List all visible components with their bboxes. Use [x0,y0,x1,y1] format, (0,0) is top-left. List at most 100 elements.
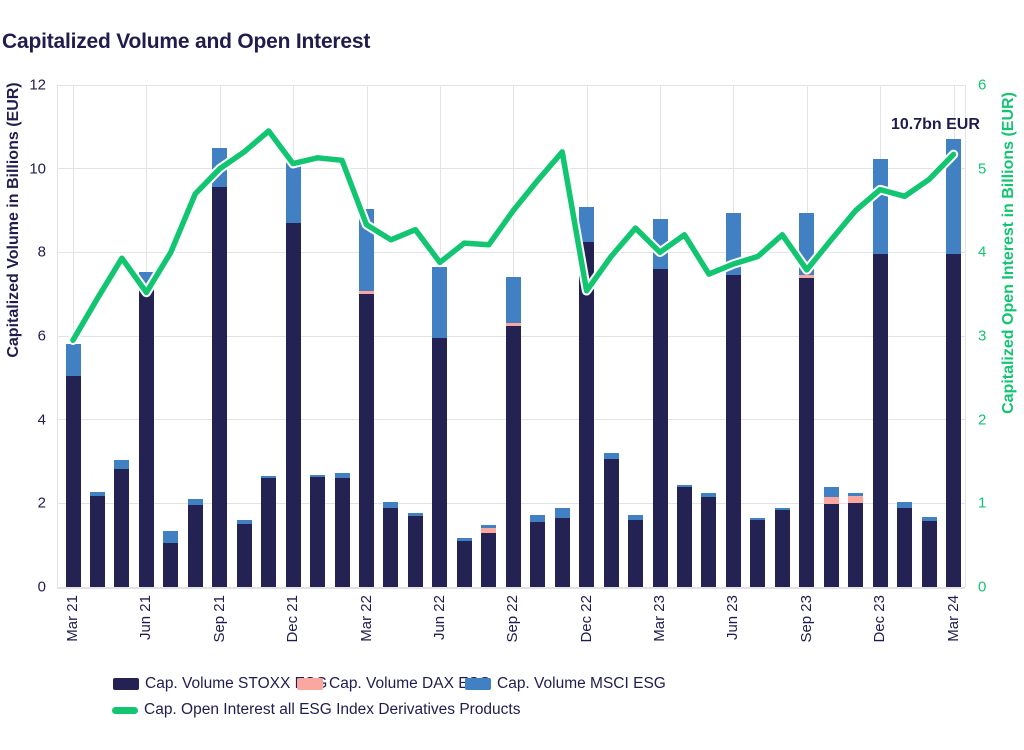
x-axis-tick-label: Sep 23 [797,595,815,643]
x-axis-tick-label: Mar 22 [357,595,375,642]
bar-segment-stoxx[interactable] [946,254,961,587]
bar-segment-dax[interactable] [359,290,374,295]
bar-segment-dax[interactable] [799,275,815,279]
bar-segment-msci[interactable] [236,520,252,525]
bar-segment-stoxx[interactable] [530,522,546,587]
bar-segment-stoxx[interactable] [236,524,252,587]
bar-segment-dax[interactable] [505,322,521,326]
bar-segment-msci[interactable] [652,218,668,270]
h-gridline [57,251,965,253]
bar-segment-msci[interactable] [579,207,595,242]
bar-segment-dax[interactable] [848,496,864,504]
bar-segment-msci[interactable] [799,212,815,276]
bar-segment-stoxx[interactable] [725,275,741,587]
bar-segment-msci[interactable] [774,507,790,510]
bar-segment-msci[interactable] [187,499,203,506]
bar-segment-stoxx[interactable] [799,278,815,587]
bar-segment-msci[interactable] [676,484,692,487]
bar-segment-stoxx[interactable] [456,540,472,587]
legend-item-stoxx[interactable]: Cap. Volume STOXX ESG [113,675,327,693]
bar-segment-stoxx[interactable] [285,223,301,587]
bar-segment-stoxx[interactable] [848,503,864,587]
bar-segment-msci[interactable] [285,158,301,224]
bar-segment-msci[interactable] [725,212,741,276]
h-gridline [57,586,965,589]
bar-segment-stoxx[interactable] [872,254,888,587]
bar-segment-stoxx[interactable] [310,477,326,587]
legend-item-open_interest[interactable]: Cap. Open Interest all ESG Index Derivat… [112,701,520,719]
bar-segment-stoxx[interactable] [212,187,228,587]
bar-segment-stoxx[interactable] [554,517,570,587]
x-axis-tick-label: Sep 21 [210,595,228,643]
bar-segment-msci[interactable] [946,139,961,255]
bar-segment-stoxx[interactable] [65,375,81,587]
left-axis-tick: 10 [29,160,46,178]
left-axis-tick: 12 [29,76,46,94]
bar-segment-stoxx[interactable] [579,241,595,587]
bar-segment-msci[interactable] [481,524,497,528]
bar-segment-msci[interactable] [701,492,717,498]
bar-segment-msci[interactable] [261,476,277,479]
legend-swatch-msci [465,678,491,690]
bar-segment-msci[interactable] [554,507,570,518]
right-axis-tick: 4 [978,243,987,261]
bar-segment-msci[interactable] [628,514,644,521]
bar-segment-stoxx[interactable] [750,520,766,587]
bar-segment-stoxx[interactable] [334,478,350,587]
bar-segment-msci[interactable] [138,272,154,290]
bar-segment-stoxx[interactable] [603,459,619,587]
bar-segment-msci[interactable] [163,531,179,544]
bar-segment-msci[interactable] [334,473,350,479]
bar-segment-msci[interactable] [603,453,619,460]
bar-segment-stoxx[interactable] [187,505,203,587]
bar-segment-stoxx[interactable] [163,543,179,587]
bar-segment-stoxx[interactable] [505,325,521,587]
bar-segment-stoxx[interactable] [261,478,277,587]
bar-segment-msci[interactable] [65,344,81,376]
bar-segment-stoxx[interactable] [383,508,399,587]
bar-segment-stoxx[interactable] [652,269,668,587]
bar-segment-msci[interactable] [921,517,937,522]
bar-segment-msci[interactable] [823,487,839,498]
legend-label: Cap. Open Interest all ESG Index Derivat… [144,701,521,718]
bar-segment-msci[interactable] [750,518,766,521]
bar-segment-stoxx[interactable] [676,486,692,587]
bar-segment-stoxx[interactable] [897,507,913,587]
bar-segment-stoxx[interactable] [921,521,937,587]
bar-segment-stoxx[interactable] [359,294,374,587]
bar-segment-stoxx[interactable] [481,532,497,587]
bar-segment-msci[interactable] [897,502,913,508]
bar-segment-msci[interactable] [89,492,105,497]
x-axis-tick-label: Mar 21 [64,595,81,642]
bar-segment-msci[interactable] [310,475,326,478]
legend-item-dax[interactable]: Cap. Volume DAX ESG [297,675,491,693]
bar-segment-msci[interactable] [872,159,888,255]
right-axis-tick: 0 [978,578,987,596]
bar-segment-msci[interactable] [383,501,399,509]
bar-segment-stoxx[interactable] [114,469,130,587]
bar-segment-stoxx[interactable] [628,520,644,587]
bar-segment-msci[interactable] [114,459,130,470]
bar-segment-msci[interactable] [848,492,864,497]
bar-segment-stoxx[interactable] [138,289,154,587]
bar-segment-stoxx[interactable] [774,509,790,587]
x-axis-tick-label: Dec 22 [577,595,595,643]
legend-item-msci[interactable]: Cap. Volume MSCI ESG [465,675,666,693]
bar-segment-msci[interactable] [530,515,546,523]
bar-segment-dax[interactable] [823,497,839,505]
bar-segment-msci[interactable] [212,147,228,188]
bar-segment-stoxx[interactable] [701,497,717,587]
bar-segment-msci[interactable] [456,538,472,541]
bar-segment-msci[interactable] [505,276,521,323]
bar-segment-stoxx[interactable] [89,496,105,587]
bar-segment-stoxx[interactable] [823,504,839,587]
legend-swatch-dax [297,678,323,690]
bar-segment-msci[interactable] [407,512,423,516]
bar-segment-msci[interactable] [432,266,448,339]
bar-segment-dax[interactable] [481,528,497,533]
bar-segment-stoxx[interactable] [407,515,423,587]
bar-segment-msci[interactable] [359,209,374,291]
left-axis-title: Capitalized Volume in Billions (EUR) [5,82,22,358]
bar-segment-stoxx[interactable] [432,338,448,587]
